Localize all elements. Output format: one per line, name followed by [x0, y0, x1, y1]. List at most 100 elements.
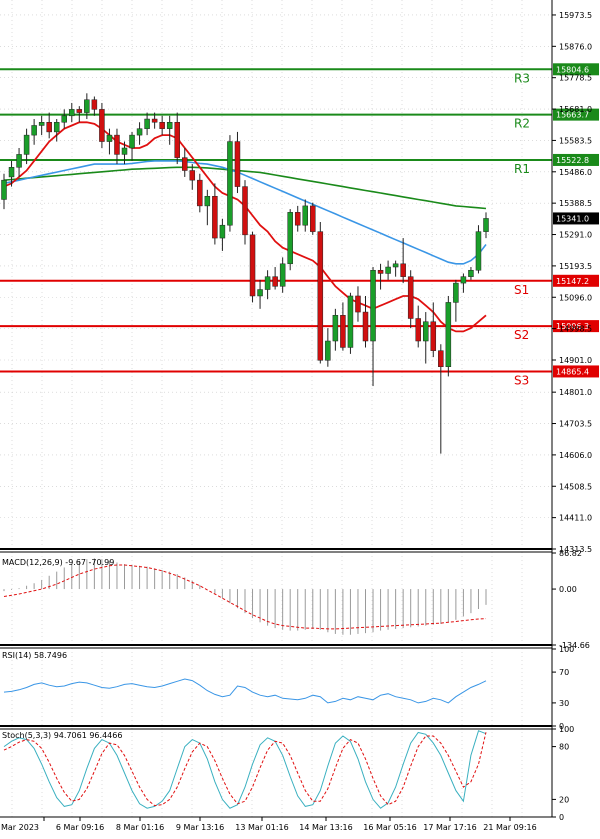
- y-tick-label: 15096.0: [559, 293, 592, 302]
- candle-body: [242, 186, 248, 236]
- level-name-r3: R3: [514, 71, 530, 85]
- level-price-label: 15522.8: [556, 156, 589, 165]
- y-tick-label: 15193.5: [559, 262, 592, 271]
- candle-body: [347, 295, 354, 348]
- candle-body: [23, 134, 30, 155]
- candle-body: [61, 115, 67, 123]
- candle-body: [197, 179, 203, 207]
- candle-body: [53, 122, 60, 133]
- stoch-d-line: [3, 732, 487, 807]
- candle-body: [340, 315, 346, 348]
- y-tick-label: 14606.0: [559, 451, 592, 460]
- x-tick-label: 21 Mar 09:16: [483, 823, 536, 832]
- candle-body: [317, 231, 324, 361]
- y-tick-label: 14998.5: [559, 325, 592, 334]
- macd-title: MACD(12,26,9) -9.67 -70.99: [2, 558, 114, 567]
- y-tick-label: 15486.0: [559, 168, 592, 177]
- level-price-box: [553, 365, 599, 378]
- candle-body: [144, 118, 150, 129]
- candle-body: [279, 263, 286, 287]
- candle-body: [106, 134, 113, 142]
- level-price-box: [553, 153, 599, 166]
- candle-body: [468, 269, 474, 277]
- y-tick-label: 14508.5: [559, 482, 592, 491]
- candle-body: [166, 122, 173, 129]
- stochastic-panel: 100 80 20 0: [3, 725, 574, 822]
- candle-body: [445, 302, 452, 368]
- x-tick-label: 6 Mar 09:16: [56, 823, 104, 832]
- candle-body: [121, 147, 128, 155]
- candle-body: [114, 134, 120, 155]
- candle-body: [234, 141, 241, 187]
- level-name-s1: S1: [514, 283, 529, 297]
- y-tick-label: 0.00: [559, 585, 577, 594]
- x-tick-label: 14 Mar 13:16: [299, 823, 352, 832]
- y-tick-label: 15291.0: [559, 231, 592, 240]
- candle-body: [227, 141, 233, 226]
- level-price-box: [553, 274, 599, 287]
- candle-body: [84, 99, 90, 113]
- candle-body: [174, 122, 180, 158]
- candle-body: [151, 118, 158, 123]
- candle-body: [136, 128, 143, 136]
- level-name-r1: R1: [514, 162, 530, 176]
- x-tick-label: 16 Mar 05:16: [363, 823, 416, 832]
- candle-body: [264, 276, 271, 290]
- y-tick-label: -134.66: [559, 641, 590, 650]
- y-tick-label: 15778.5: [559, 74, 592, 83]
- level-price-label: 15147.2: [556, 277, 589, 286]
- candle-body: [453, 282, 459, 303]
- time-axis: Mar 2023 6 Mar 09:16 8 Mar 01:16 9 Mar 13:1…: [1, 817, 537, 832]
- y-tick-label: 86.82: [559, 549, 582, 558]
- level-name-s2: S2: [514, 328, 529, 342]
- macd-panel: 86.82 0.00 -134.66: [3, 549, 590, 650]
- level-name-s3: S3: [514, 373, 529, 387]
- candle-body: [38, 122, 45, 126]
- macd-signal-line: [3, 564, 487, 630]
- level-price-label: 15006.3: [556, 322, 589, 331]
- y-tick-label: 100: [559, 645, 574, 654]
- level-name-r2: R2: [514, 117, 530, 131]
- candle-body: [362, 311, 369, 342]
- candle-body: [430, 321, 437, 351]
- current-price-label: 15341.0: [556, 214, 589, 223]
- candle-body: [69, 109, 75, 117]
- x-tick-label: 9 Mar 13:16: [176, 823, 224, 832]
- candle-body: [212, 195, 218, 239]
- candle-body: [355, 295, 361, 313]
- candle-body: [8, 167, 15, 178]
- y-tick-label: 70: [559, 668, 569, 677]
- level-price-label: 15663.7: [556, 111, 589, 120]
- candle-body: [310, 205, 316, 232]
- candle-body: [1, 179, 7, 200]
- candle-body: [370, 269, 376, 342]
- candle-body: [377, 269, 384, 274]
- stoch-title: Stoch(5,3,3) 94.7061 96.4466: [2, 731, 122, 740]
- x-tick-label: 8 Mar 01:16: [116, 823, 164, 832]
- y-tick-label: 15681.0: [559, 105, 592, 114]
- level-price-label: 14865.4: [556, 367, 589, 376]
- y-tick-label: 15973.5: [559, 11, 592, 20]
- candle-body: [219, 224, 226, 239]
- price-axis: 15973.5 15876.0 15778.5 15681.0 15583.5 15486…: [552, 11, 599, 554]
- rsi-line: [3, 678, 487, 704]
- candle-body: [400, 263, 406, 277]
- current-price-box: [553, 212, 599, 225]
- candle-body: [46, 122, 52, 133]
- level-price-box: [553, 320, 599, 333]
- y-tick-label: 15388.5: [559, 199, 592, 208]
- candle-body: [31, 125, 37, 136]
- rsi-title: RSI(14) 58.7496: [2, 651, 67, 660]
- ma-green-line: [3, 166, 487, 210]
- candle-body: [204, 195, 211, 207]
- stoch-k-line: [3, 730, 487, 809]
- y-tick-label: 0: [559, 813, 564, 822]
- x-tick-label: 13 Mar 01:16: [235, 823, 288, 832]
- candle-body: [182, 157, 188, 171]
- candle-body: [189, 170, 196, 181]
- candle-body: [159, 122, 165, 129]
- candle-body: [16, 154, 22, 168]
- x-tick-label: 17 Mar 17:16: [423, 823, 476, 832]
- candle-body: [325, 340, 331, 361]
- level-price-label: 15804.6: [556, 65, 589, 74]
